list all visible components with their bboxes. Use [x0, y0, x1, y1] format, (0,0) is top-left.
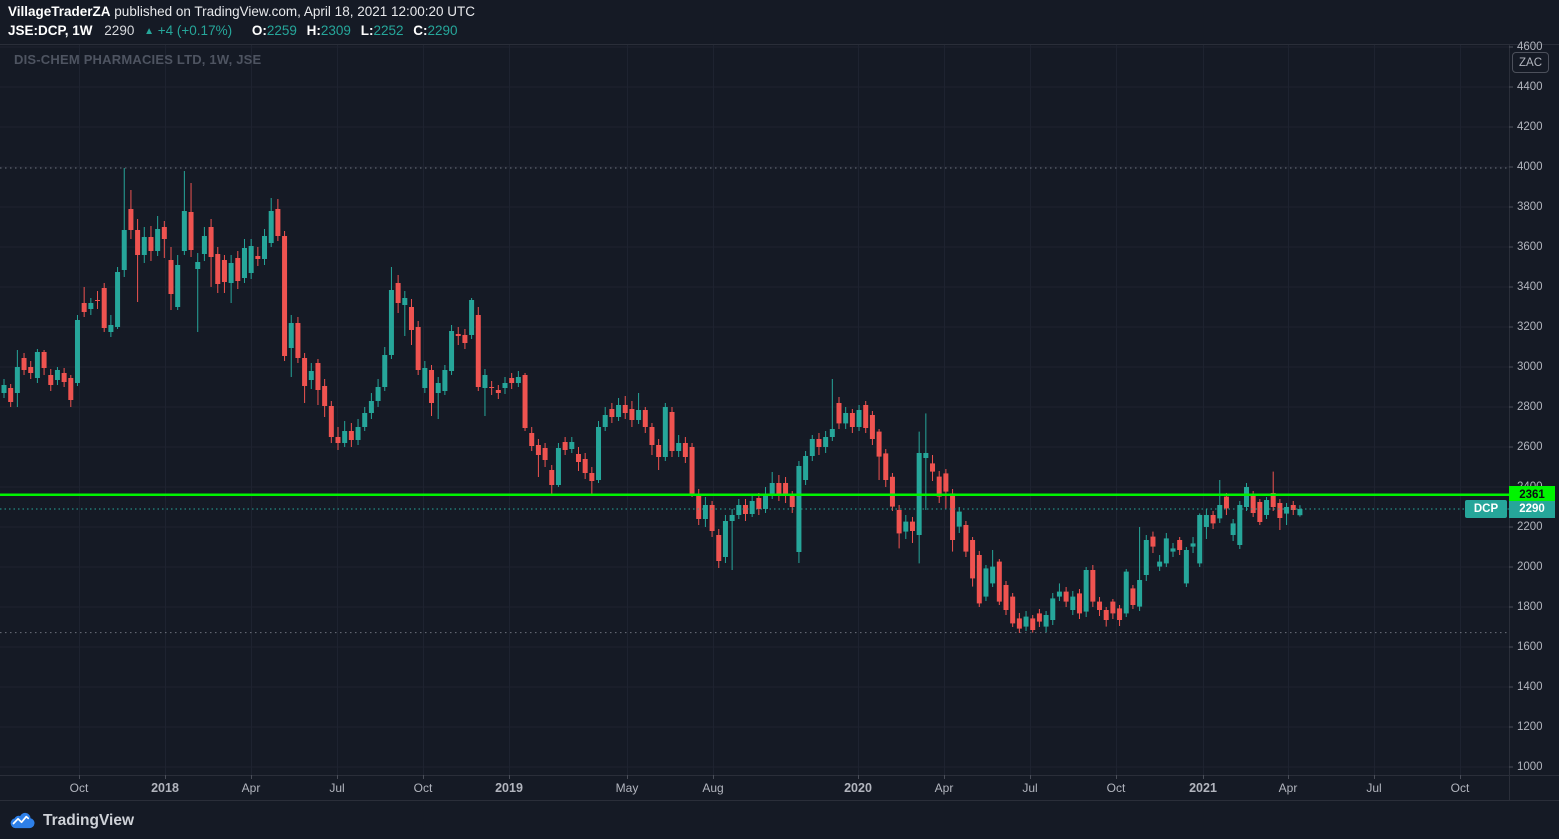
price-axis-label: 3200: [1517, 321, 1543, 333]
price-axis-label: 3800: [1517, 201, 1543, 213]
symbol-price-chip: DCP: [1465, 500, 1507, 518]
symbol-title: JSE:DCP, 1W: [8, 23, 93, 38]
time-axis-month-label: Jul: [329, 781, 345, 795]
byline: VillageTraderZA published on TradingView…: [8, 3, 475, 21]
price-axis-label: 1400: [1517, 681, 1543, 693]
time-axis-year-label: 2021: [1189, 781, 1217, 795]
time-axis-month-label: Apr: [1278, 781, 1298, 795]
time-axis-month-label: Apr: [241, 781, 261, 795]
level-price-badge: 2361: [1509, 486, 1555, 504]
symbol-watermark: DIS-CHEM PHARMACIES LTD, 1W, JSE: [14, 52, 262, 67]
price-axis[interactable]: 4600 4400 4200 4000 3800 3600 3400 3200 3000 2800…: [1510, 41, 1559, 775]
price-axis-label: 1800: [1517, 601, 1543, 613]
price-axis-label: 2800: [1517, 401, 1543, 413]
price-axis-label: 1000: [1517, 761, 1543, 773]
close-value: 2290: [427, 23, 458, 38]
time-axis-year-label: 2018: [151, 781, 179, 795]
time-axis-month-label: Oct: [69, 781, 89, 795]
price-axis-label: 3600: [1517, 241, 1543, 253]
price-axis-label: 2000: [1517, 561, 1543, 573]
last-price-value: 2290: [104, 23, 135, 38]
low-value: 2252: [373, 23, 404, 38]
byline-text: published on TradingView.com, April 18, …: [110, 4, 476, 19]
time-axis-month-label: Oct: [1450, 781, 1470, 795]
open-value: 2259: [266, 23, 297, 38]
time-axis[interactable]: Oct 2018 Apr Jul Oct 2019 May Aug 2020 Apr Jul Oct 2…: [0, 776, 1559, 800]
time-axis-year-label: 2020: [844, 781, 872, 795]
time-axis-month-label: Aug: [702, 781, 724, 795]
header: VillageTraderZA published on TradingView…: [8, 3, 475, 41]
price-axis-label: 4200: [1517, 121, 1543, 133]
close-label: C:: [413, 23, 428, 38]
price-change: ▲ +4 (+0.17%): [144, 23, 232, 38]
price-axis-label: 2200: [1517, 521, 1543, 533]
price-axis-label: 2600: [1517, 441, 1543, 453]
time-axis-year-label: 2019: [495, 781, 523, 795]
price-axis-label: 4000: [1517, 161, 1543, 173]
change-value: +4 (+0.17%): [157, 23, 233, 38]
time-axis-month-label: Apr: [934, 781, 954, 795]
price-axis-label: 1600: [1517, 641, 1543, 653]
time-axis-month-label: Jul: [1366, 781, 1382, 795]
up-arrow-icon: ▲: [144, 26, 155, 37]
tradingview-cloud-icon: [10, 812, 35, 829]
symbol-status-row: JSE:DCP, 1W 2290 ▲ +4 (+0.17%) O:2259 H:…: [8, 22, 475, 41]
time-axis-month-label: May: [615, 781, 639, 795]
last-price-badge: 2290: [1509, 500, 1555, 518]
tradingview-logo-text: TradingView: [43, 812, 135, 829]
time-axis-month-label: Oct: [413, 781, 433, 795]
currency-badge: ZAC: [1512, 52, 1549, 73]
price-axis-label: 3000: [1517, 361, 1543, 373]
tradingview-logo[interactable]: TradingView: [9, 808, 134, 834]
author-name: VillageTraderZA: [8, 4, 111, 19]
high-value: 2309: [320, 23, 351, 38]
open-label: O:: [251, 23, 267, 38]
price-axis-label: 4400: [1517, 81, 1543, 93]
low-label: L:: [360, 23, 374, 38]
high-label: H:: [306, 23, 321, 38]
price-axis-label: 3400: [1517, 281, 1543, 293]
time-axis-month-label: Jul: [1022, 781, 1038, 795]
price-axis-label: 4600: [1517, 41, 1543, 53]
time-axis-month-label: Oct: [1106, 781, 1126, 795]
price-axis-label: 1200: [1517, 721, 1543, 733]
